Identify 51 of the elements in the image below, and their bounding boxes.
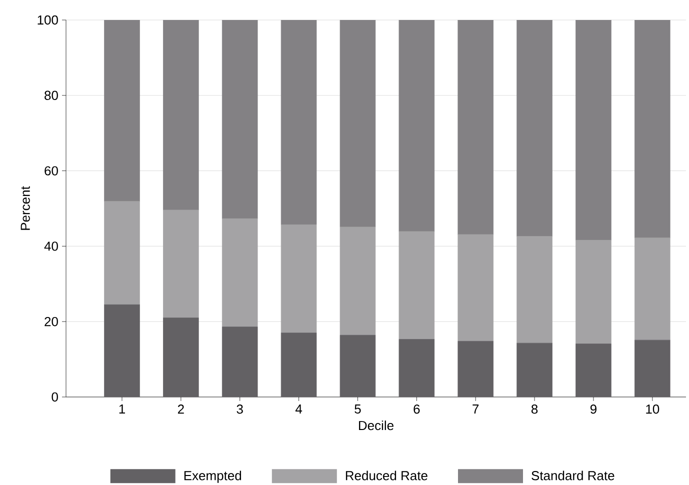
- bar: [398, 231, 435, 340]
- y-axis-title: Percent: [20, 186, 30, 230]
- legend-label: Reduced Rate: [346, 470, 428, 480]
- bar: [576, 20, 612, 240]
- bar: [340, 226, 376, 336]
- legend-label: Standard Rate: [532, 470, 614, 480]
- bar: [634, 238, 670, 340]
- bar: [398, 339, 435, 397]
- bar: [104, 304, 140, 397]
- y-tick-label: 60: [44, 166, 58, 176]
- bar: [398, 20, 435, 232]
- bar: [222, 326, 258, 397]
- bar: [576, 240, 612, 344]
- bar: [104, 201, 140, 305]
- bar: [634, 20, 670, 238]
- bar: [458, 340, 494, 397]
- bar: [458, 234, 494, 342]
- bar: [222, 20, 258, 219]
- bar: [163, 20, 199, 210]
- bar: [222, 218, 258, 328]
- legend-label: Exempted: [184, 470, 242, 483]
- bar: [516, 236, 552, 344]
- bar: [516, 20, 552, 237]
- y-tick-label: 0: [52, 392, 58, 402]
- x-tick-label: 2: [178, 404, 184, 414]
- x-tick-label: 1: [119, 404, 125, 414]
- bar: [340, 334, 376, 397]
- x-tick-label: 3: [236, 404, 243, 414]
- bar: [634, 340, 670, 397]
- y-tick-label: 40: [44, 242, 58, 251]
- bar: [163, 318, 199, 397]
- bar: [458, 20, 494, 235]
- bar: [576, 344, 612, 397]
- y-tick-label: 20: [44, 316, 58, 326]
- bar: [163, 210, 199, 318]
- x-tick-label: 7: [472, 404, 479, 414]
- x-tick-label: 8: [531, 404, 538, 414]
- x-tick-label: 4: [295, 404, 302, 414]
- bar: [280, 20, 317, 225]
- x-tick-label: 10: [646, 404, 660, 414]
- x-tick-label: 6: [414, 404, 420, 414]
- bar: [104, 20, 140, 202]
- bar: [280, 224, 317, 334]
- bar: [516, 342, 552, 397]
- bar: [340, 20, 376, 228]
- y-tick-label: 80: [44, 90, 58, 100]
- x-tick-label: 5: [354, 404, 361, 414]
- x-axis-title: Decile: [359, 420, 394, 430]
- bar: [280, 332, 317, 397]
- y-tick-label: 100: [38, 15, 58, 25]
- x-tick-label: 9: [590, 404, 596, 414]
